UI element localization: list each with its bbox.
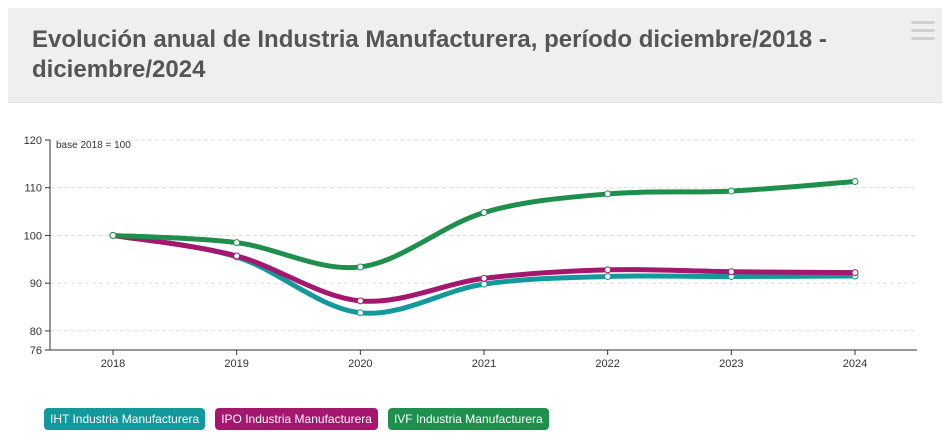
data-point-ivf[interactable] (727, 187, 735, 195)
series-line-ipo[interactable] (110, 232, 858, 304)
line-chart: 76 80 90 100 110 120 2018 2019 2020 2021 2022 2023 2… (24, 135, 917, 370)
data-point-iht[interactable] (480, 280, 488, 288)
hamburger-menu-icon[interactable] (911, 21, 935, 43)
x-tick-label: 2019 (224, 358, 248, 370)
data-point-ipo[interactable] (233, 252, 241, 260)
data-point-ivf[interactable] (480, 209, 488, 217)
data-point-ivf[interactable] (233, 239, 241, 247)
y-tick-label: 100 (24, 230, 42, 242)
data-point-ipo[interactable] (604, 266, 612, 274)
y-tick-label: 110 (24, 183, 42, 195)
x-tick-label: 2018 (101, 358, 125, 370)
x-tick-label: 2023 (719, 358, 743, 370)
series-line-iht[interactable] (110, 232, 858, 316)
legend: IHT Industria Manufacturera IPO Industria… (44, 408, 549, 430)
y-tick-label: 76 (30, 345, 42, 357)
data-point-iht[interactable] (356, 309, 364, 317)
series-lines (109, 178, 859, 317)
data-point-ivf[interactable] (851, 178, 859, 186)
chart-header: Evolución anual de Industria Manufacture… (8, 8, 942, 103)
x-tick-label: 2020 (348, 358, 372, 370)
y-tick-label: 90 (30, 278, 42, 290)
data-point-ivf[interactable] (604, 190, 612, 198)
x-tick-label: 2024 (843, 358, 867, 370)
grid-lines (50, 139, 917, 332)
y-tick-label: 120 (24, 135, 42, 147)
legend-item-ipo[interactable]: IPO Industria Manufacturera (215, 408, 378, 430)
x-tick-label: 2022 (595, 358, 619, 370)
x-tick-label: 2021 (472, 358, 496, 370)
chart-title: Evolución anual de Industria Manufacture… (32, 26, 827, 83)
legend-item-ivf[interactable]: IVF Industria Manufacturera (387, 408, 549, 430)
axes: 76 80 90 100 110 120 2018 2019 2020 2021 2022 2023 2… (24, 135, 917, 370)
data-point-ipo[interactable] (727, 268, 735, 276)
data-point-ipo[interactable] (851, 269, 859, 277)
legend-item-iht[interactable]: IHT Industria Manufacturera (44, 408, 206, 430)
data-point-ivf[interactable] (356, 263, 364, 271)
data-point-ivf[interactable] (109, 231, 117, 239)
data-point-ipo[interactable] (480, 274, 488, 282)
y-tick-label: 80 (30, 326, 42, 338)
data-point-ipo[interactable] (356, 297, 364, 305)
base-annotation: base 2018 = 100 (56, 140, 131, 151)
data-point-iht[interactable] (604, 273, 612, 280)
